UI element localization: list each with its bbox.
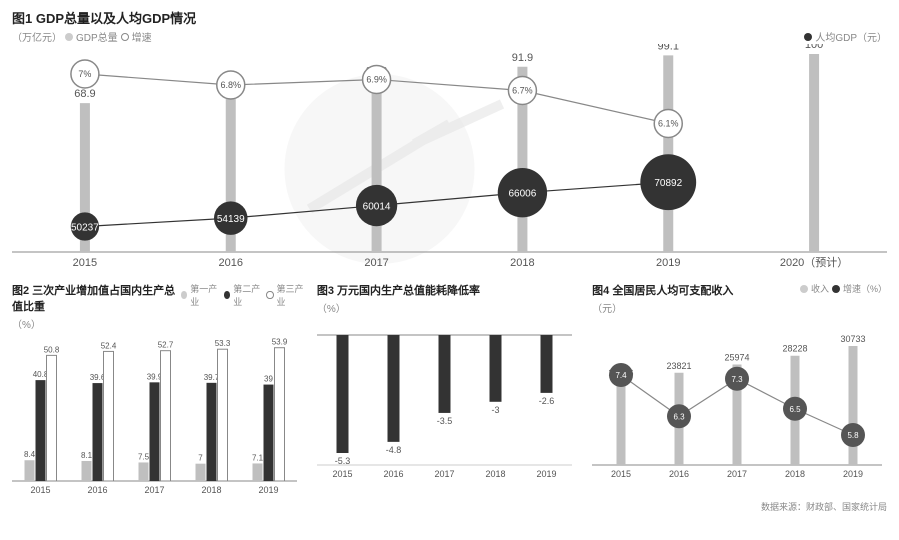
- svg-text:99.1: 99.1: [658, 44, 679, 52]
- svg-text:2015: 2015: [611, 469, 631, 479]
- svg-text:7: 7: [198, 454, 203, 463]
- svg-text:2019: 2019: [843, 469, 863, 479]
- svg-text:2017: 2017: [364, 257, 388, 269]
- svg-text:91.9: 91.9: [512, 52, 533, 64]
- svg-text:2016: 2016: [219, 257, 243, 269]
- svg-text:52.7: 52.7: [158, 341, 174, 350]
- svg-text:6.8%: 6.8%: [220, 80, 241, 90]
- svg-text:2019: 2019: [258, 485, 278, 495]
- svg-text:2017: 2017: [144, 485, 164, 495]
- svg-text:66006: 66006: [509, 189, 537, 200]
- svg-text:2020（预计）: 2020（预计）: [780, 256, 848, 269]
- chart1-legend-left: （万亿元） GDP总量 增速: [12, 29, 152, 44]
- svg-text:2018: 2018: [510, 257, 534, 269]
- svg-text:-3.5: -3.5: [437, 416, 453, 426]
- svg-text:53.3: 53.3: [215, 339, 231, 348]
- source-text: 数据来源：财政部、国家统计局: [12, 500, 887, 513]
- chart4-title: 图4 全国居民人均可支配收入: [592, 282, 733, 298]
- svg-text:6.1%: 6.1%: [658, 119, 679, 129]
- svg-text:2018: 2018: [201, 485, 221, 495]
- svg-text:28228: 28228: [783, 344, 808, 354]
- svg-text:2018: 2018: [485, 469, 505, 479]
- chart3-title: 图3 万元国内生产总值能耗降低率: [317, 282, 480, 298]
- chart2-svg: 8.440.850.820158.139.652.420167.539.952.…: [12, 333, 297, 498]
- svg-text:60014: 60014: [363, 202, 391, 213]
- chart1-legend-right: 人均GDP（元）: [804, 29, 887, 44]
- chart1-title: 图1 GDP总量以及人均GDP情况: [12, 8, 887, 27]
- chart1: 图1 GDP总量以及人均GDP情况 （万亿元） GDP总量 增速 人均GDP（元…: [12, 8, 887, 276]
- svg-text:6.9%: 6.9%: [366, 75, 387, 85]
- svg-text:25974: 25974: [725, 352, 750, 362]
- chart2-legend: 第一产业 第二产业 第三产业: [181, 282, 307, 308]
- svg-text:7.5: 7.5: [138, 452, 150, 461]
- svg-text:7.4: 7.4: [616, 371, 628, 380]
- svg-text:2017: 2017: [727, 469, 747, 479]
- svg-text:-4.8: -4.8: [386, 445, 402, 455]
- chart1-svg: 68.9201574.6201683.2201791.9201899.12019…: [12, 44, 887, 276]
- svg-text:50.8: 50.8: [44, 345, 60, 354]
- svg-text:2015: 2015: [73, 257, 97, 269]
- chart2-title: 图2 三次产业增加值占国内生产总值比重: [12, 282, 181, 314]
- svg-text:8.1: 8.1: [81, 451, 93, 460]
- chart4-legend: 收入 增速（%）: [800, 282, 887, 295]
- svg-text:30733: 30733: [841, 334, 866, 344]
- svg-text:7.1: 7.1: [252, 453, 264, 462]
- chart4: 图4 全国居民人均可支配收入 （元） 收入 增速（%） 219662015238…: [592, 282, 887, 498]
- svg-text:-2.6: -2.6: [539, 396, 555, 406]
- svg-text:70892: 70892: [654, 178, 682, 189]
- svg-text:50237: 50237: [71, 222, 99, 233]
- svg-text:2016: 2016: [669, 469, 689, 479]
- svg-text:6.3: 6.3: [674, 412, 686, 421]
- svg-text:23821: 23821: [667, 361, 692, 371]
- chart3: 图3 万元国内生产总值能耗降低率 （%） -5.32015-4.82016-3.…: [317, 282, 582, 498]
- svg-text:6.7%: 6.7%: [512, 86, 533, 96]
- svg-text:8.4: 8.4: [24, 450, 36, 459]
- svg-text:-3: -3: [491, 405, 499, 415]
- svg-text:53.9: 53.9: [272, 338, 288, 347]
- svg-text:39: 39: [264, 375, 273, 384]
- svg-text:2019: 2019: [536, 469, 556, 479]
- chart4-svg: 2196620152382120162597420172822820183073…: [592, 317, 882, 482]
- svg-text:5.8: 5.8: [848, 431, 860, 440]
- svg-text:54139: 54139: [217, 214, 245, 225]
- svg-text:2018: 2018: [785, 469, 805, 479]
- svg-text:6.5: 6.5: [790, 405, 802, 414]
- chart3-svg: -5.32015-4.82016-3.52017-32018-2.62019: [317, 317, 572, 482]
- svg-text:2017: 2017: [434, 469, 454, 479]
- chart2: 图2 三次产业增加值占国内生产总值比重 （%） 第一产业 第二产业 第三产业 8…: [12, 282, 307, 498]
- svg-text:2015: 2015: [332, 469, 352, 479]
- svg-text:52.4: 52.4: [101, 341, 117, 350]
- svg-text:2019: 2019: [656, 257, 680, 269]
- svg-text:2016: 2016: [383, 469, 403, 479]
- svg-text:2016: 2016: [87, 485, 107, 495]
- svg-text:7%: 7%: [78, 69, 91, 79]
- svg-text:2015: 2015: [30, 485, 50, 495]
- svg-text:7.3: 7.3: [732, 375, 744, 384]
- svg-text:68.9: 68.9: [74, 88, 95, 100]
- svg-text:100: 100: [805, 44, 823, 51]
